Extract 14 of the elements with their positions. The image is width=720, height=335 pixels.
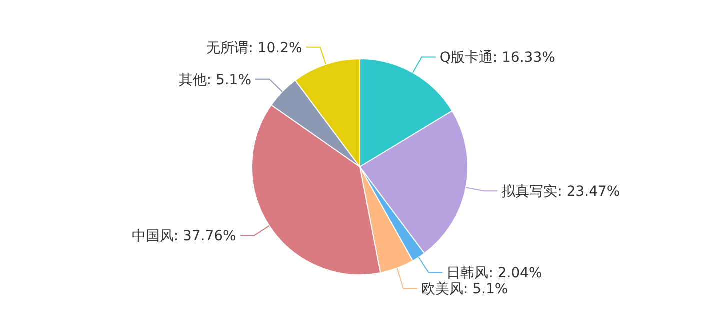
data-label: : 23.47% <box>558 184 620 200</box>
slice-label: 无所谓 <box>206 40 249 56</box>
slice-label: 其他 <box>178 72 207 88</box>
data-label: : 37.76% <box>174 228 236 245</box>
data-label: : 16.33% <box>492 50 556 66</box>
slice-label: 拟真写实 <box>502 184 558 200</box>
slice-label: 日韩风 <box>446 266 489 282</box>
data-label: : 5.1% <box>206 72 252 88</box>
data-label: : 2.04% <box>488 266 542 282</box>
slice-label: 中国风 <box>132 228 174 245</box>
slice-label: Q版卡通 <box>440 50 493 66</box>
data-label: : 5.1% <box>464 282 508 298</box>
data-label: : 10.2% <box>248 40 302 56</box>
slice-label: 欧美风 <box>422 282 464 298</box>
